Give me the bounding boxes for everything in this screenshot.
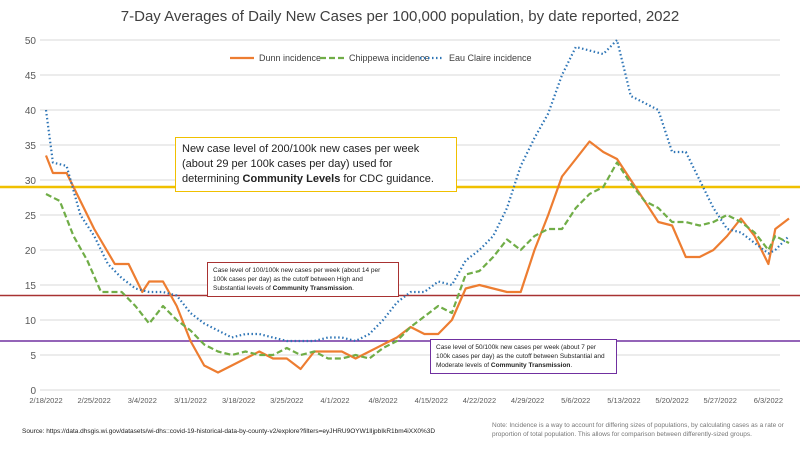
x-tick-label: 3/11/2022 — [174, 396, 207, 405]
note-text: Note: Incidence is a way to account for … — [492, 422, 784, 438]
y-tick-label: 20 — [25, 246, 37, 257]
legend-label: Chippewa incidence — [349, 53, 430, 63]
x-tick-label: 2/18/2022 — [29, 396, 62, 405]
x-tick-label: 5/27/2022 — [704, 396, 737, 405]
x-tick-label: 3/4/2022 — [128, 396, 157, 405]
y-tick-label: 45 — [25, 71, 37, 82]
x-tick-label: 2/25/2022 — [77, 396, 110, 405]
source-text: Source: https://data.dhsgis.wi.gov/datas… — [22, 428, 436, 435]
annotation-community-levels: New case level of 200/100k new cases per… — [175, 137, 457, 192]
series-line-dunn-incidence — [44, 140, 790, 374]
y-tick-label: 5 — [30, 351, 36, 362]
x-tick-label: 4/8/2022 — [369, 396, 398, 405]
y-tick-label: 10 — [25, 316, 37, 327]
y-tick-label: 0 — [30, 386, 36, 397]
y-tick-label: 50 — [25, 36, 37, 47]
y-tick-label: 35 — [25, 141, 37, 152]
y-tick-label: 40 — [25, 106, 37, 117]
y-tick-label: 25 — [25, 211, 37, 222]
x-tick-label: 4/29/2022 — [511, 396, 544, 405]
x-tick-label: 5/6/2022 — [561, 396, 590, 405]
x-tick-label: 4/1/2022 — [320, 396, 349, 405]
y-tick-label: 15 — [25, 281, 37, 292]
annotation-high-substantial: Case level of 100/100k new cases per wee… — [207, 262, 399, 297]
series-line-chippewa-incidence — [45, 161, 790, 360]
x-tick-label: 4/15/2022 — [415, 396, 448, 405]
x-tick-label: 5/20/2022 — [655, 396, 688, 405]
x-tick-label: 6/3/2022 — [754, 396, 783, 405]
legend-label: Eau Claire incidence — [449, 53, 532, 63]
annotation-substantial-moderate: Case level of 50/100k new cases per week… — [430, 339, 617, 374]
x-tick-label: 5/13/2022 — [607, 396, 640, 405]
x-tick-label: 4/22/2022 — [463, 396, 496, 405]
x-tick-label: 3/25/2022 — [270, 396, 303, 405]
chart-title: 7-Day Averages of Daily New Cases per 10… — [120, 8, 680, 25]
legend-label: Dunn incidence — [259, 53, 321, 63]
y-tick-label: 30 — [25, 176, 37, 187]
x-tick-label: 3/18/2022 — [222, 396, 255, 405]
